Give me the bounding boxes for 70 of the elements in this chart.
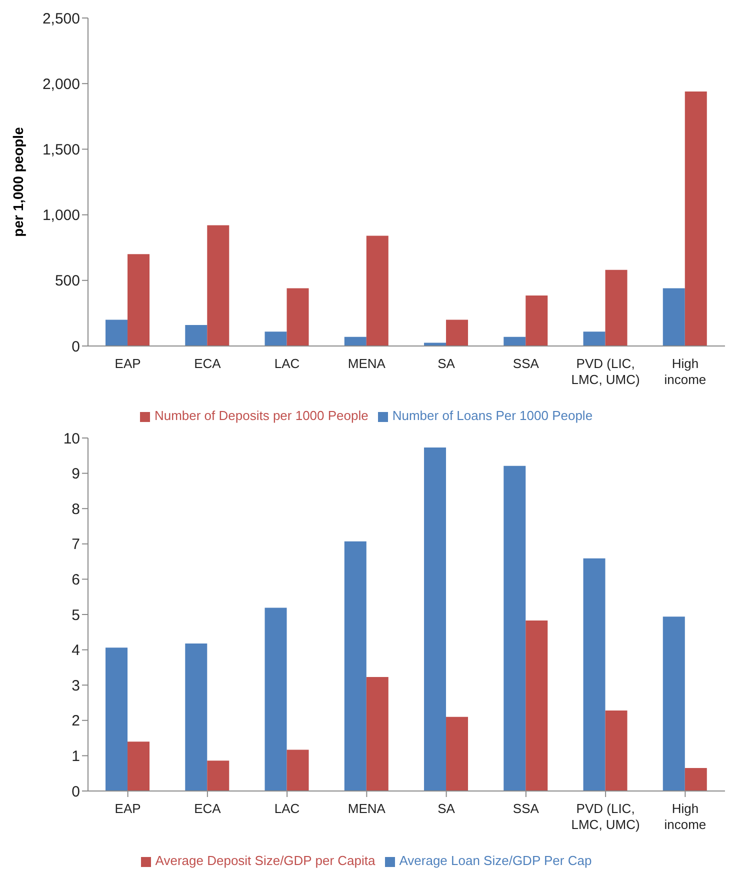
bar (526, 620, 548, 791)
x-tick-label: PVD (LIC, LMC, UMC) (571, 356, 640, 387)
bar (106, 648, 128, 791)
x-tick-label: PVD (LIC, LMC, UMC) (571, 801, 640, 832)
y-axis-title: per 1,000 people (10, 126, 26, 237)
bar (344, 336, 366, 346)
y-tick-label: 2 (72, 712, 80, 730)
bar (583, 332, 606, 346)
bar (662, 288, 685, 346)
x-tick-label: ECA (194, 356, 222, 371)
y-tick-label: 2,000 (42, 76, 80, 93)
bar (207, 225, 230, 346)
x-tick-label: MENA (348, 356, 386, 371)
y-tick-label: 9 (72, 466, 80, 483)
x-tick-label: SA (438, 801, 456, 816)
y-tick-label: 8 (72, 500, 80, 518)
bar (185, 325, 208, 346)
y-tick-label: 4 (72, 642, 80, 660)
legend-label: Average Deposit Size/GDP per Capita (155, 853, 376, 868)
bar (424, 342, 446, 346)
x-tick-label: High income (664, 356, 706, 387)
x-tick-label: High income (664, 801, 706, 832)
y-tick-label: 7 (72, 536, 80, 554)
bar (366, 236, 388, 346)
x-tick-label: LAC (274, 801, 300, 816)
legend-label: Number of Loans Per 1000 People (392, 408, 593, 423)
y-tick-label: 1 (72, 748, 80, 766)
bar (207, 760, 230, 791)
bar (684, 768, 707, 791)
bar (583, 558, 606, 791)
x-tick-label: SA (438, 356, 456, 371)
x-tick-label: ECA (194, 801, 222, 816)
x-tick-label: MENA (348, 801, 386, 816)
x-tick-label: EAP (114, 801, 141, 816)
bar (264, 608, 287, 791)
y-tick-label: 5 (72, 606, 80, 624)
y-tick-label: 0 (72, 783, 80, 800)
bar (344, 541, 366, 791)
x-tick-label: SSA (512, 356, 540, 371)
bar (128, 254, 150, 346)
bar (684, 91, 707, 346)
y-tick-label: 1,500 (42, 142, 80, 159)
y-tick-label: 2,500 (42, 10, 80, 28)
y-tick-label: 1,000 (42, 207, 80, 224)
bar (106, 320, 128, 346)
y-tick-label: 6 (72, 572, 80, 589)
bar (446, 716, 468, 791)
bar (605, 710, 628, 791)
y-tick-label: 3 (72, 677, 80, 694)
bar (526, 295, 548, 346)
bar (366, 676, 388, 791)
bar (605, 270, 628, 346)
bar (446, 320, 468, 346)
bar (128, 742, 150, 791)
bar (504, 336, 526, 346)
bar (286, 750, 309, 791)
bar (185, 643, 208, 791)
legend-label: Average Loan Size/GDP Per Cap (399, 853, 592, 868)
x-tick-label: SSA (512, 801, 540, 816)
y-tick-label: 0 (72, 338, 80, 356)
legend-label: Number of Deposits per 1000 People (154, 408, 368, 423)
y-tick-label: 10 (63, 430, 80, 448)
x-tick-label: LAC (274, 356, 300, 371)
bar (424, 448, 446, 791)
bar (264, 332, 287, 346)
y-tick-label: 500 (54, 272, 80, 290)
bar (286, 288, 309, 346)
bar (662, 616, 685, 791)
bar (504, 466, 526, 791)
x-tick-label: EAP (114, 356, 141, 371)
